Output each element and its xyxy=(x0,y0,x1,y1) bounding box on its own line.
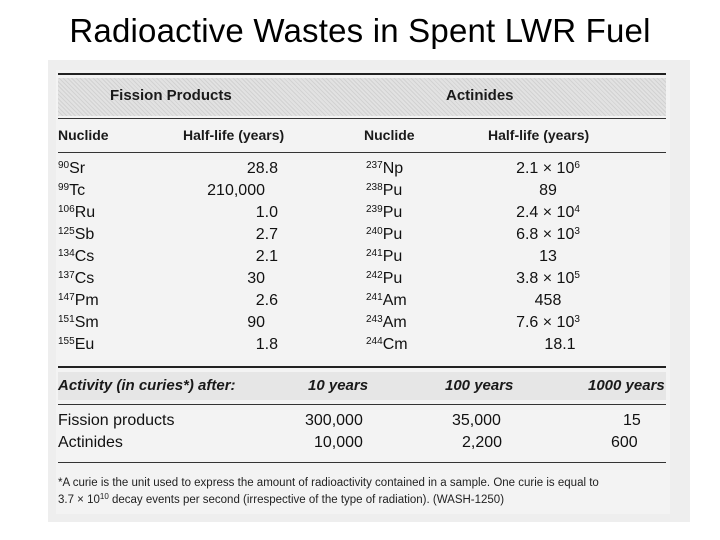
nuclide-cell: 134Cs xyxy=(58,248,95,265)
halflife-cell: 89 xyxy=(539,182,557,199)
divider xyxy=(58,118,666,119)
col-header-nuclide-right: Nuclide xyxy=(364,127,415,143)
group-header-actinides: Actinides xyxy=(446,87,514,104)
nuclide-cell: 243Am xyxy=(366,314,407,331)
nuclide-cell: 99Tc xyxy=(58,182,86,199)
col-header-halflife-left: Half-life (years) xyxy=(183,127,285,143)
activity-header-band xyxy=(58,372,666,400)
footnote-line-2: 3.7 × 1010 decay events per second (irre… xyxy=(58,492,505,507)
activity-value: 15 xyxy=(623,412,641,429)
halflife-cell: 2.6 xyxy=(255,292,278,309)
halflife-cell: 30 xyxy=(247,270,265,287)
halflife-cell: 90 xyxy=(247,314,265,331)
nuclide-cell: 244Cm xyxy=(366,336,408,353)
nuclide-cell: 155Eu xyxy=(58,336,95,353)
nuclide-cell: 238Pu xyxy=(366,182,403,199)
nuclide-cell: 242Pu xyxy=(366,270,403,287)
halflife-cell: 1.0 xyxy=(255,204,278,221)
nuclide-cell: 137Cs xyxy=(58,270,95,287)
halflife-cell: 7.6 × 103 xyxy=(516,314,580,331)
activity-value: 2,200 xyxy=(462,434,503,451)
activity-value: 10,000 xyxy=(314,434,363,451)
table-panel xyxy=(56,70,670,514)
slide-title: Radioactive Wastes in Spent LWR Fuel xyxy=(69,12,651,49)
nuclide-cell: 241Am xyxy=(366,292,407,309)
activity-period-100: 100 years xyxy=(445,377,514,394)
halflife-cell: 6.8 × 103 xyxy=(516,226,580,243)
footnote-line-1: *A curie is the unit used to express the… xyxy=(58,477,599,489)
group-header-band xyxy=(58,78,666,116)
halflife-cell: 3.8 × 105 xyxy=(516,270,580,287)
halflife-cell: 2.1 xyxy=(255,248,278,265)
col-header-halflife-right: Half-life (years) xyxy=(488,127,590,143)
activity-row-name: Fission products xyxy=(58,412,175,429)
halflife-cell: 210,000 xyxy=(207,182,265,199)
halflife-cell: 2.1 × 106 xyxy=(516,160,580,177)
col-header-nuclide-left: Nuclide xyxy=(58,127,109,143)
halflife-cell: 458 xyxy=(534,292,562,309)
divider xyxy=(58,404,666,405)
table-top-rule xyxy=(58,73,666,75)
nuclide-cell: 106Ru xyxy=(58,204,96,221)
divider xyxy=(58,462,666,463)
halflife-cell: 18.1 xyxy=(544,336,576,353)
halflife-cell: 28.8 xyxy=(246,160,278,177)
nuclide-cell: 125Sb xyxy=(58,226,95,243)
halflife-cell: 1.8 xyxy=(255,336,278,353)
activity-value: 35,000 xyxy=(452,412,501,429)
halflife-cell: 13 xyxy=(539,248,557,265)
activity-row-name: Actinides xyxy=(58,434,123,451)
halflife-cell: 2.7 xyxy=(255,226,278,243)
activity-value: 600 xyxy=(611,434,638,451)
activity-value: 300,000 xyxy=(305,412,363,429)
nuclide-cell: 240Pu xyxy=(366,226,403,243)
nuclide-cell: 151Sm xyxy=(58,314,99,331)
nuclide-cell: 147Pm xyxy=(58,292,99,309)
nuclide-cell: 90Sr xyxy=(58,160,86,177)
halflife-cell: 2.4 × 104 xyxy=(516,204,580,221)
nuclide-cell: 239Pu xyxy=(366,204,403,221)
nuclide-cell: 237Np xyxy=(366,160,404,177)
group-header-fission: Fission Products xyxy=(110,87,232,104)
divider xyxy=(58,152,666,153)
activity-period-1000: 1000 years xyxy=(588,377,665,394)
activity-label: Activity (in curies*) after: xyxy=(58,377,236,394)
nuclide-cell: 241Pu xyxy=(366,248,403,265)
divider xyxy=(58,366,666,368)
activity-period-10: 10 years xyxy=(308,377,369,394)
